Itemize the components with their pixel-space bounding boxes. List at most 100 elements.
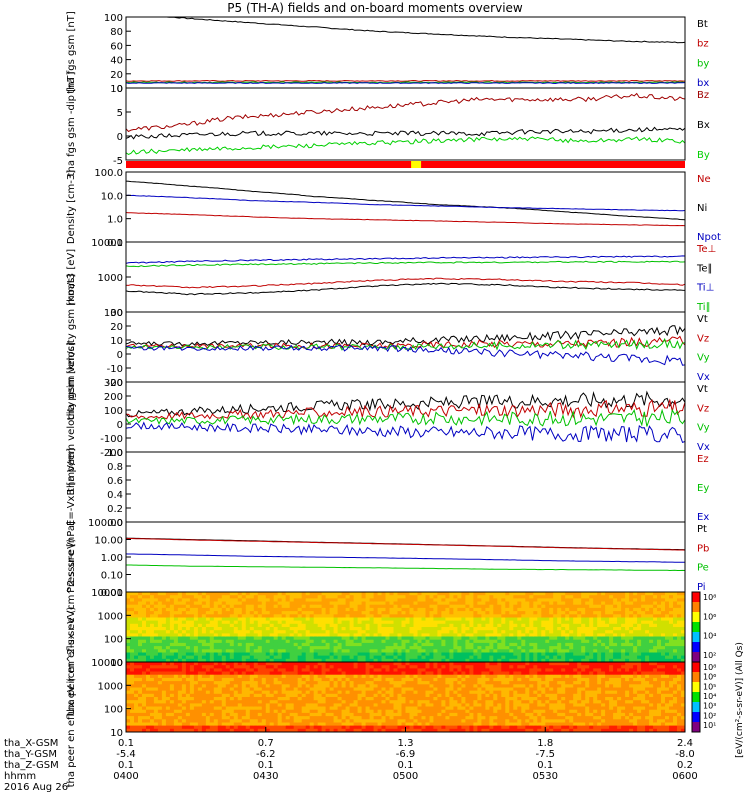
spectrogram-cell <box>589 649 594 653</box>
spectrogram-cell <box>589 652 594 657</box>
spectrogram-cell <box>569 601 574 606</box>
spectrogram-cell <box>313 671 319 676</box>
spectrogram-cell <box>169 719 175 723</box>
spectrogram-cell <box>325 725 330 730</box>
spectrogram-cell <box>317 611 323 615</box>
spectrogram-cell <box>301 658 307 663</box>
spectrogram-cell <box>473 607 478 612</box>
spectrogram-cell <box>657 607 662 612</box>
spectrogram-cell <box>593 607 598 612</box>
spectrogram-cell <box>301 668 307 672</box>
spectrogram-cell <box>337 649 342 653</box>
spectrogram-cell <box>157 681 163 685</box>
spectrogram-cell <box>161 646 167 650</box>
spectrogram-cell <box>285 617 291 622</box>
spectrogram-cell <box>393 627 398 631</box>
spectrogram-cell <box>481 592 486 596</box>
spectrogram-cell <box>677 636 682 641</box>
spectrogram-cell <box>505 614 510 618</box>
spectrogram-cell <box>653 592 658 596</box>
spectrogram-cell <box>529 642 534 647</box>
spectrogram-cell <box>281 652 287 657</box>
spectrogram-cell <box>213 671 219 676</box>
spectrogram-cell <box>277 617 283 622</box>
spectrogram-cell <box>293 706 299 711</box>
spectrogram-cell <box>393 652 398 657</box>
spectrogram-cell <box>138 598 143 602</box>
spectrogram-cell <box>437 636 442 641</box>
spectrogram-cell <box>625 639 630 644</box>
spectrogram-cell <box>126 617 131 622</box>
spectrogram-cell <box>265 646 271 650</box>
spectrogram-cell <box>573 646 578 650</box>
spectrogram-cell <box>269 700 275 704</box>
spectrogram-cell <box>669 642 674 647</box>
spectrogram-cell <box>417 617 422 622</box>
spectrogram-cell <box>201 681 207 685</box>
spectrogram-cell <box>289 620 295 625</box>
spectrogram-cell <box>181 725 187 730</box>
spectrogram-cell <box>134 607 139 612</box>
spectrogram-cell <box>201 725 207 730</box>
spectrogram-cell <box>229 700 235 704</box>
spectrogram-cell <box>393 646 398 650</box>
spectrogram-cell <box>313 684 319 688</box>
spectrogram-cell <box>249 646 255 650</box>
spectrogram-cell <box>361 614 366 618</box>
spectrogram-cell <box>134 601 139 606</box>
spectrogram-cell <box>241 674 247 679</box>
spectrogram-cell <box>269 592 275 596</box>
spectrogram-cell <box>337 712 342 717</box>
spectrogram-cell <box>205 649 211 653</box>
spectrogram-cell <box>417 668 422 672</box>
spectrogram-cell <box>161 716 167 720</box>
spectrogram-cell <box>401 614 406 618</box>
spectrogram-cell <box>489 614 494 618</box>
spectrogram-cell <box>489 627 494 631</box>
spectrogram-cell <box>273 728 279 733</box>
spectrogram-cell <box>669 611 674 615</box>
spectrogram-cell <box>193 642 199 647</box>
spectrogram-cell <box>657 630 662 634</box>
spectrogram-cell <box>373 658 378 663</box>
spectrogram-cell <box>177 662 183 666</box>
y-tick-label: -100 <box>100 434 123 445</box>
spectrogram-cell <box>397 671 402 676</box>
spectrogram-cell <box>289 607 295 612</box>
spectrogram-cell <box>477 639 482 644</box>
spectrogram-cell <box>425 662 430 666</box>
spectrogram-cell <box>365 690 370 695</box>
spectrogram-cell <box>269 725 275 730</box>
spectrogram-cell <box>253 662 259 666</box>
spectrogram-cell <box>393 595 398 599</box>
spectrogram-cell <box>333 703 338 707</box>
spectrogram-cell <box>537 611 542 615</box>
spectrogram-cell <box>609 617 614 622</box>
spectrogram-cell <box>225 630 231 634</box>
spectrogram-cell <box>449 639 454 644</box>
spectrogram-cell <box>277 630 283 634</box>
spectrogram-cell <box>233 633 239 637</box>
spectrogram-cell <box>157 687 163 692</box>
spectrogram-cell <box>138 642 143 647</box>
spectrogram-cell <box>161 592 167 596</box>
spectrogram-cell <box>541 636 546 641</box>
spectrogram-cell <box>138 646 143 650</box>
spectrogram-cell <box>181 697 187 701</box>
spectrogram-cell <box>173 677 179 682</box>
spectrogram-cell <box>493 639 498 644</box>
spectrogram-cell <box>465 646 470 650</box>
spectrogram-cell <box>377 693 382 698</box>
spectrogram-cell <box>138 706 143 711</box>
spectrogram-cell <box>361 646 366 650</box>
spectrogram-cell <box>353 614 358 618</box>
spectrogram-cell <box>297 636 303 641</box>
spectrogram-cell <box>233 690 239 695</box>
spectrogram-cell <box>181 728 187 733</box>
spectrogram-cell <box>577 611 582 615</box>
spectrogram-cell <box>425 706 430 711</box>
spectrogram-cell <box>337 655 342 660</box>
spectrogram-cell <box>321 693 326 698</box>
spectrogram-cell <box>373 709 378 714</box>
spectrogram-cell <box>281 697 287 701</box>
